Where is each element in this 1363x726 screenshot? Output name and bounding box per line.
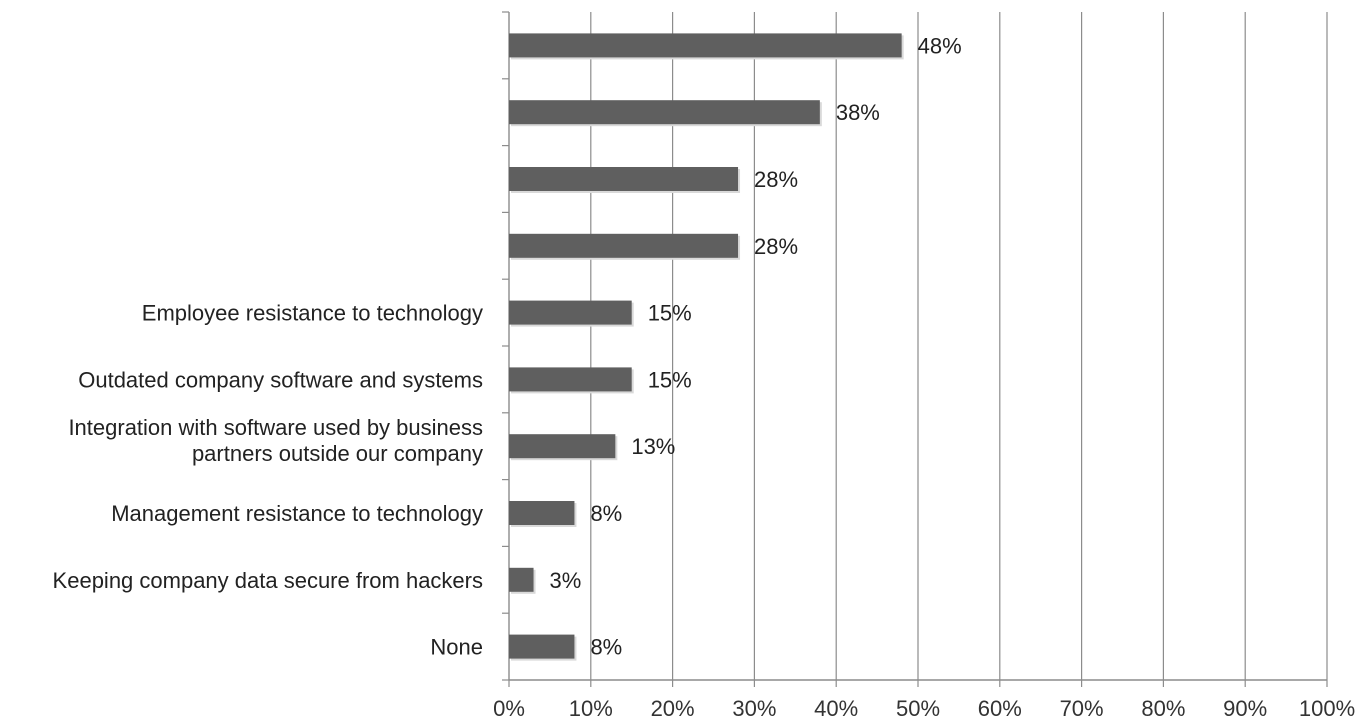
bar [509,634,575,659]
data-label: 3% [550,568,582,593]
data-label: 8% [590,501,622,526]
data-label: 48% [918,33,962,58]
x-tick-label: 50% [896,696,940,721]
bar [509,100,820,125]
data-label: 15% [648,367,692,392]
data-label: 38% [836,100,880,125]
bar [509,367,632,392]
data-label: 15% [648,301,692,326]
category-label: Employee resistance to technology [142,301,483,326]
x-tick-label: 30% [732,696,776,721]
category-label: Integration with software used by busine… [68,415,483,440]
x-tick-label: 90% [1223,696,1267,721]
bar [509,567,534,592]
x-tick-label: 40% [814,696,858,721]
category-label: Outdated company software and systems [78,367,483,392]
category-label: None [430,635,483,660]
x-tick-label: 80% [1141,696,1185,721]
x-tick-label: 0% [493,696,525,721]
x-tick-label: 60% [978,696,1022,721]
data-label: 28% [754,234,798,259]
bar [509,434,616,459]
data-label: 28% [754,167,798,192]
bar [509,501,575,525]
bar [509,300,632,325]
category-label: partners outside our company [192,441,483,466]
category-label: Management resistance to technology [111,501,483,526]
category-label: Keeping company data secure from hackers [53,568,483,593]
bars [509,33,904,661]
bar [509,33,902,58]
x-tick-label: 20% [651,696,695,721]
bar [509,233,739,258]
bar [509,167,739,191]
x-tick-label: 10% [569,696,613,721]
x-tick-label: 100% [1299,696,1355,721]
x-tick-label: 70% [1060,696,1104,721]
data-label: 8% [590,635,622,660]
labels: 0% 10% 20% 30% 40% 50% 60% 70% 80% 90% 100% 48% 38% 2… [53,33,1356,721]
data-label: 13% [631,434,675,459]
